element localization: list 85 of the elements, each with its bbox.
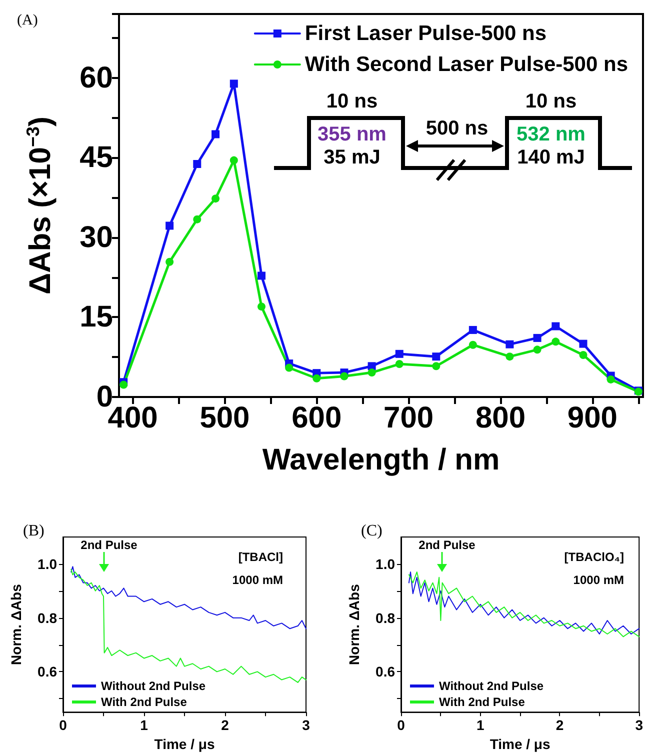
x-tick-label: 2	[221, 717, 230, 734]
x-axis-title: Time / μs	[490, 736, 550, 752]
point	[368, 362, 376, 370]
y-tick-label: 0.6	[376, 664, 396, 680]
point	[166, 258, 174, 266]
chart-title: (C)	[361, 522, 382, 540]
point	[533, 334, 542, 342]
point	[579, 350, 588, 359]
x-tick-label: 3	[635, 717, 644, 734]
annotation: [TBACl]	[238, 550, 283, 564]
point	[258, 302, 266, 311]
point	[230, 80, 238, 88]
annotation: 355 nm	[318, 123, 386, 146]
point	[193, 215, 202, 224]
y-tick-label: 1.0	[38, 556, 58, 572]
point	[340, 372, 348, 380]
point	[312, 374, 321, 382]
x-tick-label: 3	[302, 717, 310, 734]
x-axis-title: Time / μs	[154, 736, 215, 752]
point	[432, 362, 440, 370]
line-series	[70, 568, 306, 683]
x-tick-label: 0	[59, 717, 68, 734]
point	[212, 130, 220, 138]
y-axis-title: Norm. ΔAbs	[8, 584, 24, 665]
legend-label: First Laser Pulse-500 ns	[304, 22, 547, 45]
annotation: 532 nm	[516, 123, 586, 146]
x-tick-label: 2	[556, 717, 564, 734]
legend-label: Without 2nd Pulse	[101, 679, 206, 693]
point	[212, 194, 220, 203]
annotation: 1000 mM	[573, 573, 624, 587]
point	[368, 368, 376, 377]
point	[230, 156, 238, 164]
point	[606, 375, 615, 384]
annotation: 500 ns	[426, 117, 488, 140]
point	[120, 380, 128, 389]
point	[552, 338, 560, 346]
annotation: 1000 mM	[232, 573, 283, 587]
y-tick-label: 0	[96, 380, 113, 414]
point	[533, 346, 542, 354]
point	[552, 322, 560, 330]
point	[193, 160, 202, 168]
y-tick-label: 15	[80, 300, 113, 334]
point	[506, 340, 514, 348]
annotation: 2nd Pulse	[418, 538, 476, 552]
point	[395, 350, 404, 358]
annotation: [TBAClO₄]	[564, 550, 624, 564]
x-tick-label: 0	[397, 717, 406, 734]
point	[468, 326, 477, 334]
x-tick-label: 800	[475, 402, 526, 434]
annotation: 140 mJ	[517, 146, 585, 168]
legend-label: Without 2nd Pulse	[439, 679, 544, 693]
annotation: 10 ns	[326, 90, 378, 112]
point	[166, 222, 174, 230]
point	[506, 352, 514, 361]
y-tick-label: 30	[80, 220, 113, 254]
annotation: 2nd Pulse	[80, 538, 138, 552]
line-series	[70, 566, 306, 630]
annotation: 35 mJ	[324, 146, 380, 168]
y-tick-label: 45	[80, 141, 113, 174]
x-tick-label: 1	[140, 717, 148, 734]
y-tick-label: 0.8	[376, 610, 396, 626]
legend-label: With 2nd Pulse	[439, 695, 526, 709]
chart-title: (B)	[23, 522, 44, 540]
chart-title: (A)	[17, 12, 38, 28]
y-tick-label: 0.6	[38, 664, 58, 680]
x-tick-label: 500	[200, 402, 250, 434]
point	[468, 340, 477, 349]
legend-label: With 2nd Pulse	[101, 695, 188, 709]
x-tick-label: 900	[567, 402, 618, 434]
y-tick-label: 1.0	[376, 556, 396, 572]
y-axis-title: ΔAbs (×10−3)	[23, 116, 57, 294]
x-tick-label: 1	[476, 717, 484, 734]
annotation: 10 ns	[525, 90, 577, 112]
point	[395, 360, 404, 368]
legend-label: With Second Laser Pulse-500 ns	[304, 53, 628, 76]
x-tick-label: 600	[292, 402, 342, 434]
x-tick-label: 700	[384, 402, 434, 434]
x-axis-title: Wavelength / nm	[262, 444, 500, 476]
y-tick-label: 0.8	[38, 610, 58, 626]
point	[432, 352, 440, 361]
point	[285, 364, 294, 372]
point	[579, 340, 588, 348]
y-axis-title: Norm. ΔAbs	[346, 584, 362, 665]
point	[257, 272, 266, 280]
y-tick-label: 60	[80, 61, 113, 94]
